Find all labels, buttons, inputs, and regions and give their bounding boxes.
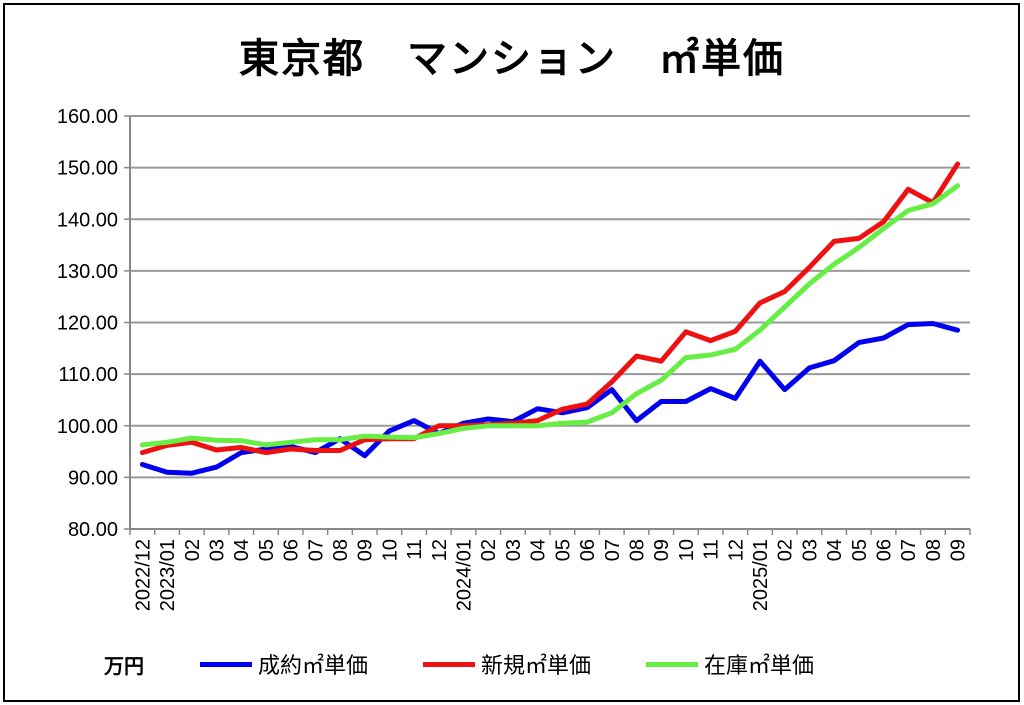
x-tick-label: 08 (923, 539, 945, 561)
x-tick-label: 12 (725, 539, 747, 561)
x-tick-label: 07 (898, 539, 920, 561)
legend-label: 新規㎡単価 (481, 654, 592, 679)
x-tick-label: 2023/01 (157, 539, 179, 611)
x-tick-label: 04 (528, 539, 550, 561)
series-line-新規㎡単価 (139, 161, 961, 456)
x-tick-label: 07 (602, 539, 624, 561)
chart-title: 東京都 マンション ㎡単価 (239, 36, 785, 82)
legend-swatch (423, 661, 475, 667)
x-tick-label: 11 (404, 539, 426, 560)
x-tick-label: 09 (355, 539, 377, 561)
legend-label: 成約㎡単価 (258, 654, 369, 679)
x-tick-label: 04 (824, 539, 846, 561)
x-tick-label: 09 (948, 539, 970, 561)
x-tick-label: 02 (478, 539, 500, 561)
x-tick-label: 2024/01 (454, 539, 476, 611)
y-tick-label: 150.00 (57, 158, 118, 180)
legend: 万円 成約㎡単価 新規㎡単価 在庫㎡単価 (0, 648, 1024, 680)
x-tick-label: 07 (305, 539, 327, 561)
x-tick-label: 03 (503, 539, 525, 561)
y-tick-label: 90.00 (68, 467, 118, 489)
y-tick-label: 130.00 (57, 261, 118, 283)
x-tick-label: 11 (701, 539, 723, 560)
series-line-成約㎡単価 (139, 321, 961, 476)
x-tick-label: 2025/01 (750, 539, 772, 611)
x-tick-label: 06 (874, 539, 896, 561)
x-tick-label: 10 (379, 539, 401, 561)
x-tick-label: 03 (799, 539, 821, 561)
x-tick-label: 03 (206, 539, 228, 561)
x-tick-label: 06 (577, 539, 599, 561)
x-tick-label: 02 (182, 539, 204, 561)
x-tick-label: 02 (775, 539, 797, 561)
x-tick-label: 08 (330, 539, 352, 561)
legend-swatch (646, 661, 698, 667)
x-tick-label: 05 (256, 539, 278, 561)
series-line-在庫㎡単価 (139, 183, 961, 448)
x-tick-label: 06 (281, 539, 303, 561)
y-tick-label: 110.00 (58, 364, 118, 386)
legend-item-stock: 在庫㎡単価 (646, 648, 814, 680)
legend-item-contract: 成約㎡単価 (200, 648, 368, 680)
x-tick-label: 05 (849, 539, 871, 561)
y-tick-label: 120.00 (57, 313, 118, 335)
x-tick-label: 05 (552, 539, 574, 561)
chart-frame (3, 3, 1020, 702)
x-tick-label: 2022/12 (132, 539, 154, 611)
unit-label: 万円 (104, 654, 144, 678)
x-tick-label: 12 (429, 539, 451, 561)
legend-item-new: 新規㎡単価 (423, 648, 591, 680)
x-tick-label: 04 (231, 539, 253, 561)
x-tick-label: 09 (651, 539, 673, 561)
x-tick-label: 08 (626, 539, 648, 561)
y-tick-label: 100.00 (57, 416, 118, 438)
y-tick-label: 140.00 (57, 209, 118, 231)
legend-label: 在庫㎡単価 (704, 654, 815, 679)
y-tick-label: 160.00 (57, 106, 118, 128)
legend-swatch (200, 661, 252, 667)
y-tick-label: 80.00 (68, 519, 118, 541)
x-tick-label: 10 (676, 539, 698, 561)
